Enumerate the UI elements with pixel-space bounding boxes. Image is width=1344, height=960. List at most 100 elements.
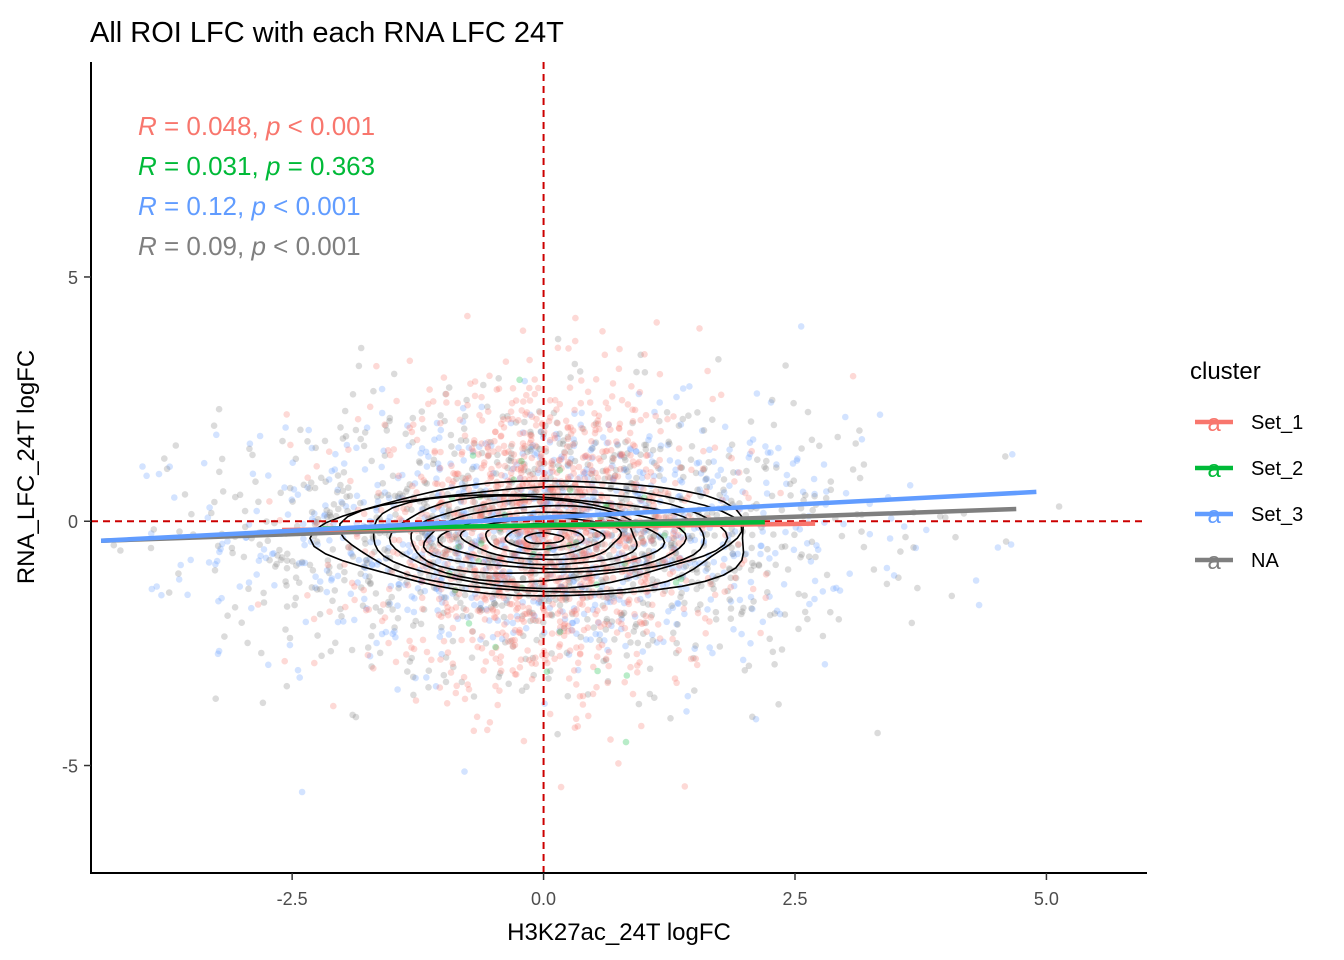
scatter-point	[526, 384, 533, 392]
scatter-point	[349, 711, 356, 719]
scatter-point	[802, 491, 809, 499]
scatter-point	[819, 632, 827, 640]
scatter-point	[298, 788, 306, 796]
scatter-point	[634, 596, 641, 604]
scatter-point	[668, 544, 675, 551]
scatter-point	[581, 469, 589, 477]
scatter-point	[604, 679, 611, 687]
scatter-point	[761, 463, 768, 471]
scatter-point	[642, 619, 650, 627]
scatter-point	[610, 598, 618, 605]
scatter-point	[486, 470, 494, 478]
scatter-point	[295, 560, 303, 567]
scatter-point	[153, 583, 160, 590]
scatter-point	[431, 436, 438, 444]
scatter-point	[495, 462, 503, 469]
scatter-point	[366, 573, 373, 580]
scatter-point	[508, 575, 516, 583]
scatter-point	[262, 554, 270, 562]
scatter-point	[627, 452, 634, 459]
scatter-point	[709, 478, 716, 486]
scatter-point	[452, 604, 460, 611]
scatter-point	[252, 478, 259, 486]
scatter-point	[507, 454, 515, 462]
scatter-point	[426, 543, 433, 550]
scatter-point	[805, 553, 813, 560]
scatter-point	[391, 492, 399, 500]
scatter-point	[552, 430, 560, 438]
scatter-point	[378, 463, 386, 471]
scatter-point	[471, 538, 479, 545]
scatter-point	[461, 432, 469, 440]
scatter-point	[912, 544, 920, 552]
scatter-point	[395, 584, 403, 592]
scatter-point	[495, 673, 503, 681]
scatter-point	[614, 441, 622, 449]
scatter-point	[630, 628, 638, 635]
scatter-point	[741, 667, 749, 674]
scatter-point	[271, 582, 278, 589]
scatter-point	[386, 600, 394, 607]
scatter-point	[621, 530, 629, 537]
density-contour	[459, 516, 623, 561]
scatter-point	[478, 606, 486, 614]
scatter-point	[672, 532, 680, 540]
scatter-point	[726, 482, 733, 490]
scatter-point	[633, 474, 640, 482]
scatter-point	[574, 723, 582, 730]
scatter-point	[602, 574, 610, 582]
scatter-point	[870, 566, 878, 573]
scatter-point	[470, 463, 477, 471]
scatter-point	[709, 581, 716, 588]
scatter-point	[492, 538, 500, 545]
scatter-point	[546, 595, 553, 603]
scatter-point	[402, 488, 410, 495]
scatter-point	[798, 445, 805, 452]
scatter-point	[567, 374, 574, 381]
scatter-point	[175, 570, 182, 577]
scatter-point	[346, 492, 354, 500]
scatter-point	[559, 608, 566, 615]
scatter-point	[603, 494, 611, 502]
scatter-point	[296, 674, 304, 681]
scatter-point	[605, 530, 612, 538]
fit-lines	[100, 489, 1037, 544]
scatter-point	[571, 507, 579, 514]
scatter-point	[492, 644, 500, 652]
scatter-point	[670, 413, 677, 420]
scatter-point	[505, 416, 512, 423]
scatter-point	[660, 476, 668, 484]
scatter-point	[381, 614, 389, 621]
scatter-point	[662, 529, 669, 537]
scatter-point	[438, 613, 445, 620]
scatter-point	[518, 469, 525, 477]
scatter-point	[349, 391, 357, 398]
scatter-point	[902, 533, 909, 541]
scatter-point	[393, 397, 400, 405]
scatter-point	[473, 463, 480, 470]
scatter-point	[313, 463, 321, 470]
scatter-point	[421, 500, 428, 507]
scatter-point	[572, 314, 579, 322]
scatter-point	[610, 594, 617, 602]
scatter-point	[678, 464, 686, 472]
scatter-point	[532, 570, 539, 577]
scatter-point	[210, 422, 218, 430]
scatter-point	[584, 691, 592, 698]
scatter-point	[505, 456, 513, 464]
scatter-point	[406, 558, 414, 566]
scatter-point	[215, 405, 223, 413]
scatter-point	[492, 428, 499, 436]
scatter-point	[605, 421, 612, 428]
scatter-point	[419, 605, 426, 613]
scatter-point	[274, 552, 281, 559]
scatter-point	[684, 692, 692, 700]
scatter-point	[410, 691, 417, 699]
scatter-point	[268, 550, 276, 558]
scatter-point	[492, 564, 499, 572]
scatter-point	[592, 543, 600, 551]
scatter-point	[406, 424, 414, 432]
scatter-point	[592, 535, 600, 543]
scatter-point	[731, 478, 738, 485]
scatter-point	[607, 426, 614, 434]
